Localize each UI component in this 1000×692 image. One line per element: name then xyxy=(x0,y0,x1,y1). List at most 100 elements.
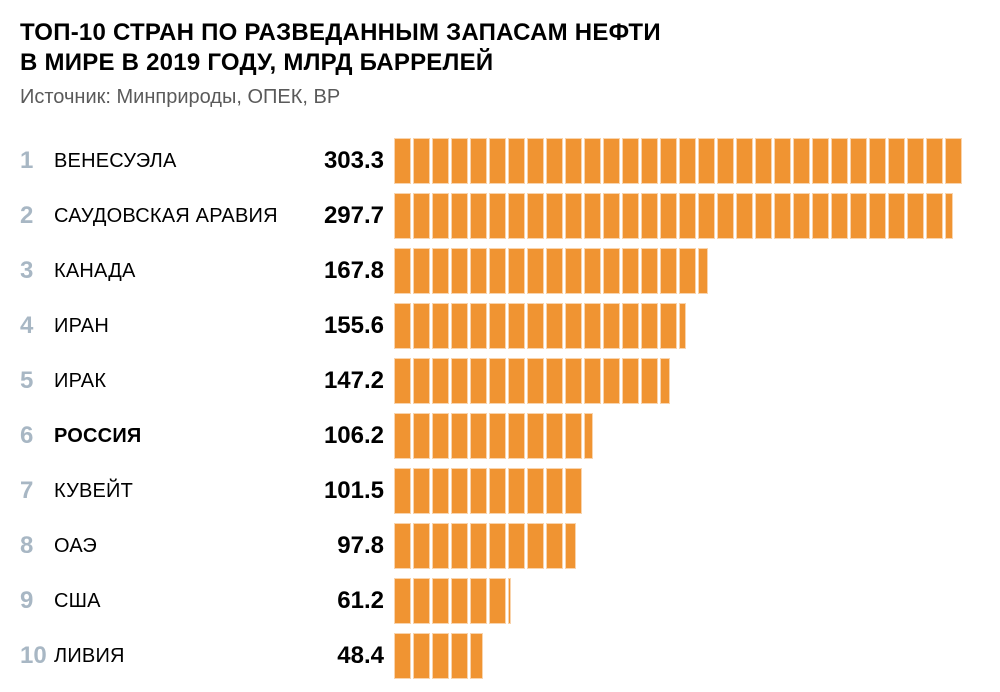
value-label: 147.2 xyxy=(289,367,394,395)
bar-segment xyxy=(660,248,677,294)
rank-number: 10 xyxy=(20,642,54,670)
rank-number: 2 xyxy=(20,202,54,230)
bar-segment xyxy=(546,193,563,239)
value-label: 106.2 xyxy=(289,422,394,450)
bar-segment xyxy=(888,193,905,239)
chart-row: 2САУДОВСКАЯ АРАВИЯ297.7 xyxy=(20,192,980,240)
bar-segment xyxy=(451,633,468,679)
bar-segment xyxy=(622,303,639,349)
bar-segment xyxy=(641,358,658,404)
bar xyxy=(394,303,980,349)
bar-segment xyxy=(394,523,411,569)
bar-segment xyxy=(793,193,810,239)
bar-segment xyxy=(489,303,506,349)
bar-segment xyxy=(565,248,582,294)
bar-segment xyxy=(812,138,829,184)
bar-segment-partial xyxy=(945,193,953,239)
bar-segment xyxy=(489,578,506,624)
bar xyxy=(394,358,980,404)
rank-number: 1 xyxy=(20,147,54,175)
bar-segment xyxy=(831,138,848,184)
bar-segment xyxy=(907,138,924,184)
bar-segment xyxy=(470,138,487,184)
bar-segment xyxy=(546,138,563,184)
bar-segment xyxy=(470,303,487,349)
bar-segment xyxy=(489,468,506,514)
bar-segment-partial xyxy=(660,358,670,404)
bar-segment xyxy=(888,138,905,184)
bar-segment xyxy=(394,633,411,679)
bar xyxy=(394,633,980,679)
bar-chart: 1ВЕНЕСУЭЛА303.32САУДОВСКАЯ АРАВИЯ297.73К… xyxy=(20,137,980,680)
title-line-1: ТОП-10 СТРАН ПО РАЗВЕДАННЫМ ЗАПАСАМ НЕФТ… xyxy=(20,19,661,46)
bar-segment xyxy=(489,248,506,294)
bar xyxy=(394,138,980,184)
bar-segment xyxy=(451,193,468,239)
bar-segment xyxy=(413,358,430,404)
bar-segment xyxy=(413,303,430,349)
country-label: ИРАН xyxy=(54,315,289,338)
bar-segment xyxy=(470,413,487,459)
rank-number: 8 xyxy=(20,532,54,560)
bar-segment xyxy=(565,193,582,239)
country-label: ЛИВИЯ xyxy=(54,645,289,668)
bar-segment xyxy=(717,193,734,239)
country-label: США xyxy=(54,590,289,613)
bar-segment xyxy=(489,193,506,239)
bar-segment xyxy=(603,303,620,349)
value-label: 297.7 xyxy=(289,202,394,230)
bar-segment xyxy=(527,413,544,459)
bar-segment xyxy=(603,248,620,294)
chart-row: 9США61.2 xyxy=(20,577,980,625)
bar-segment xyxy=(546,358,563,404)
bar-segment xyxy=(508,468,525,514)
bar-segment xyxy=(432,413,449,459)
bar-segment xyxy=(470,358,487,404)
bar-segment xyxy=(527,303,544,349)
bar-segment xyxy=(470,523,487,569)
bar-segment xyxy=(812,193,829,239)
bar-segment xyxy=(451,248,468,294)
country-label: КУВЕЙТ xyxy=(54,480,289,503)
bar-segment xyxy=(945,138,962,184)
bar-segment xyxy=(850,138,867,184)
bar xyxy=(394,468,980,514)
bar-segment xyxy=(565,303,582,349)
bar-segment xyxy=(432,138,449,184)
bar-segment xyxy=(451,303,468,349)
bar-segment xyxy=(622,193,639,239)
bar-segment xyxy=(470,248,487,294)
bar-segment xyxy=(527,358,544,404)
bar-segment xyxy=(527,193,544,239)
bar-segment xyxy=(565,358,582,404)
bar-segment-partial xyxy=(565,523,576,569)
bar-segment xyxy=(622,358,639,404)
bar-segment xyxy=(451,468,468,514)
bar-segment xyxy=(470,468,487,514)
bar-segment xyxy=(603,358,620,404)
bar-segment xyxy=(622,248,639,294)
bar-segment xyxy=(508,358,525,404)
bar xyxy=(394,193,980,239)
bar-segment xyxy=(508,193,525,239)
bar-segment xyxy=(489,138,506,184)
bar-segment xyxy=(584,358,601,404)
bar xyxy=(394,248,980,294)
bar-segment xyxy=(394,578,411,624)
value-label: 167.8 xyxy=(289,257,394,285)
bar-segment xyxy=(489,358,506,404)
bar-segment xyxy=(394,193,411,239)
bar-segment xyxy=(413,633,430,679)
value-label: 155.6 xyxy=(289,312,394,340)
bar-segment xyxy=(508,138,525,184)
bar-segment xyxy=(394,248,411,294)
bar-segment xyxy=(679,248,696,294)
bar-segment xyxy=(527,248,544,294)
bar-segment xyxy=(413,413,430,459)
bar-segment xyxy=(869,138,886,184)
bar-segment xyxy=(451,578,468,624)
bar-segment xyxy=(660,303,677,349)
country-label: КАНАДА xyxy=(54,260,289,283)
bar-segment xyxy=(527,468,544,514)
chart-row: 5ИРАК147.2 xyxy=(20,357,980,405)
